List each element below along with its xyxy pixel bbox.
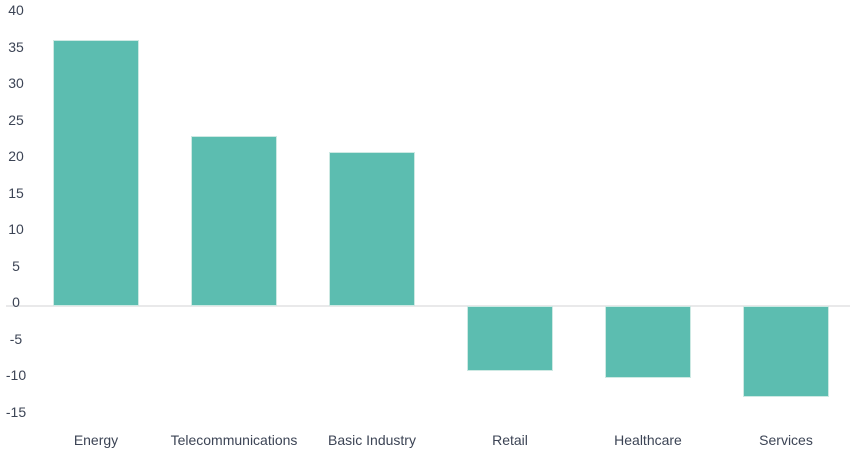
x-category-label: Services [759,432,813,448]
x-category-label: Retail [492,432,528,448]
x-category-label: Healthcare [614,432,682,448]
y-tick-label: -5 [9,330,23,347]
x-category-label: Telecommunications [170,432,298,448]
bar-healthcare[interactable] [605,306,691,379]
y-tick-label: 25 [8,111,24,128]
bar-basic-industry[interactable] [329,151,415,306]
y-tick-label: -10 [5,367,27,383]
x-category-label: Basic Industry [328,432,416,448]
bar-services[interactable] [743,306,829,398]
y-tick-label: 40 [8,2,24,18]
bar-retail[interactable] [467,306,553,371]
bar-energy[interactable] [53,40,139,306]
y-tick-label: 10 [8,221,24,237]
bar-telecommunications[interactable] [191,135,277,306]
x-category-label: Energy [73,432,119,448]
y-tick-label: 35 [8,38,24,55]
y-tick-label: -15 [5,403,27,420]
y-tick-label: 15 [8,184,24,201]
zero-gridline [6,305,850,307]
y-tick-label: 5 [12,257,20,274]
y-tick-label: 30 [8,75,24,91]
y-tick-label: 0 [12,294,20,310]
y-tick-label: 20 [8,148,24,164]
